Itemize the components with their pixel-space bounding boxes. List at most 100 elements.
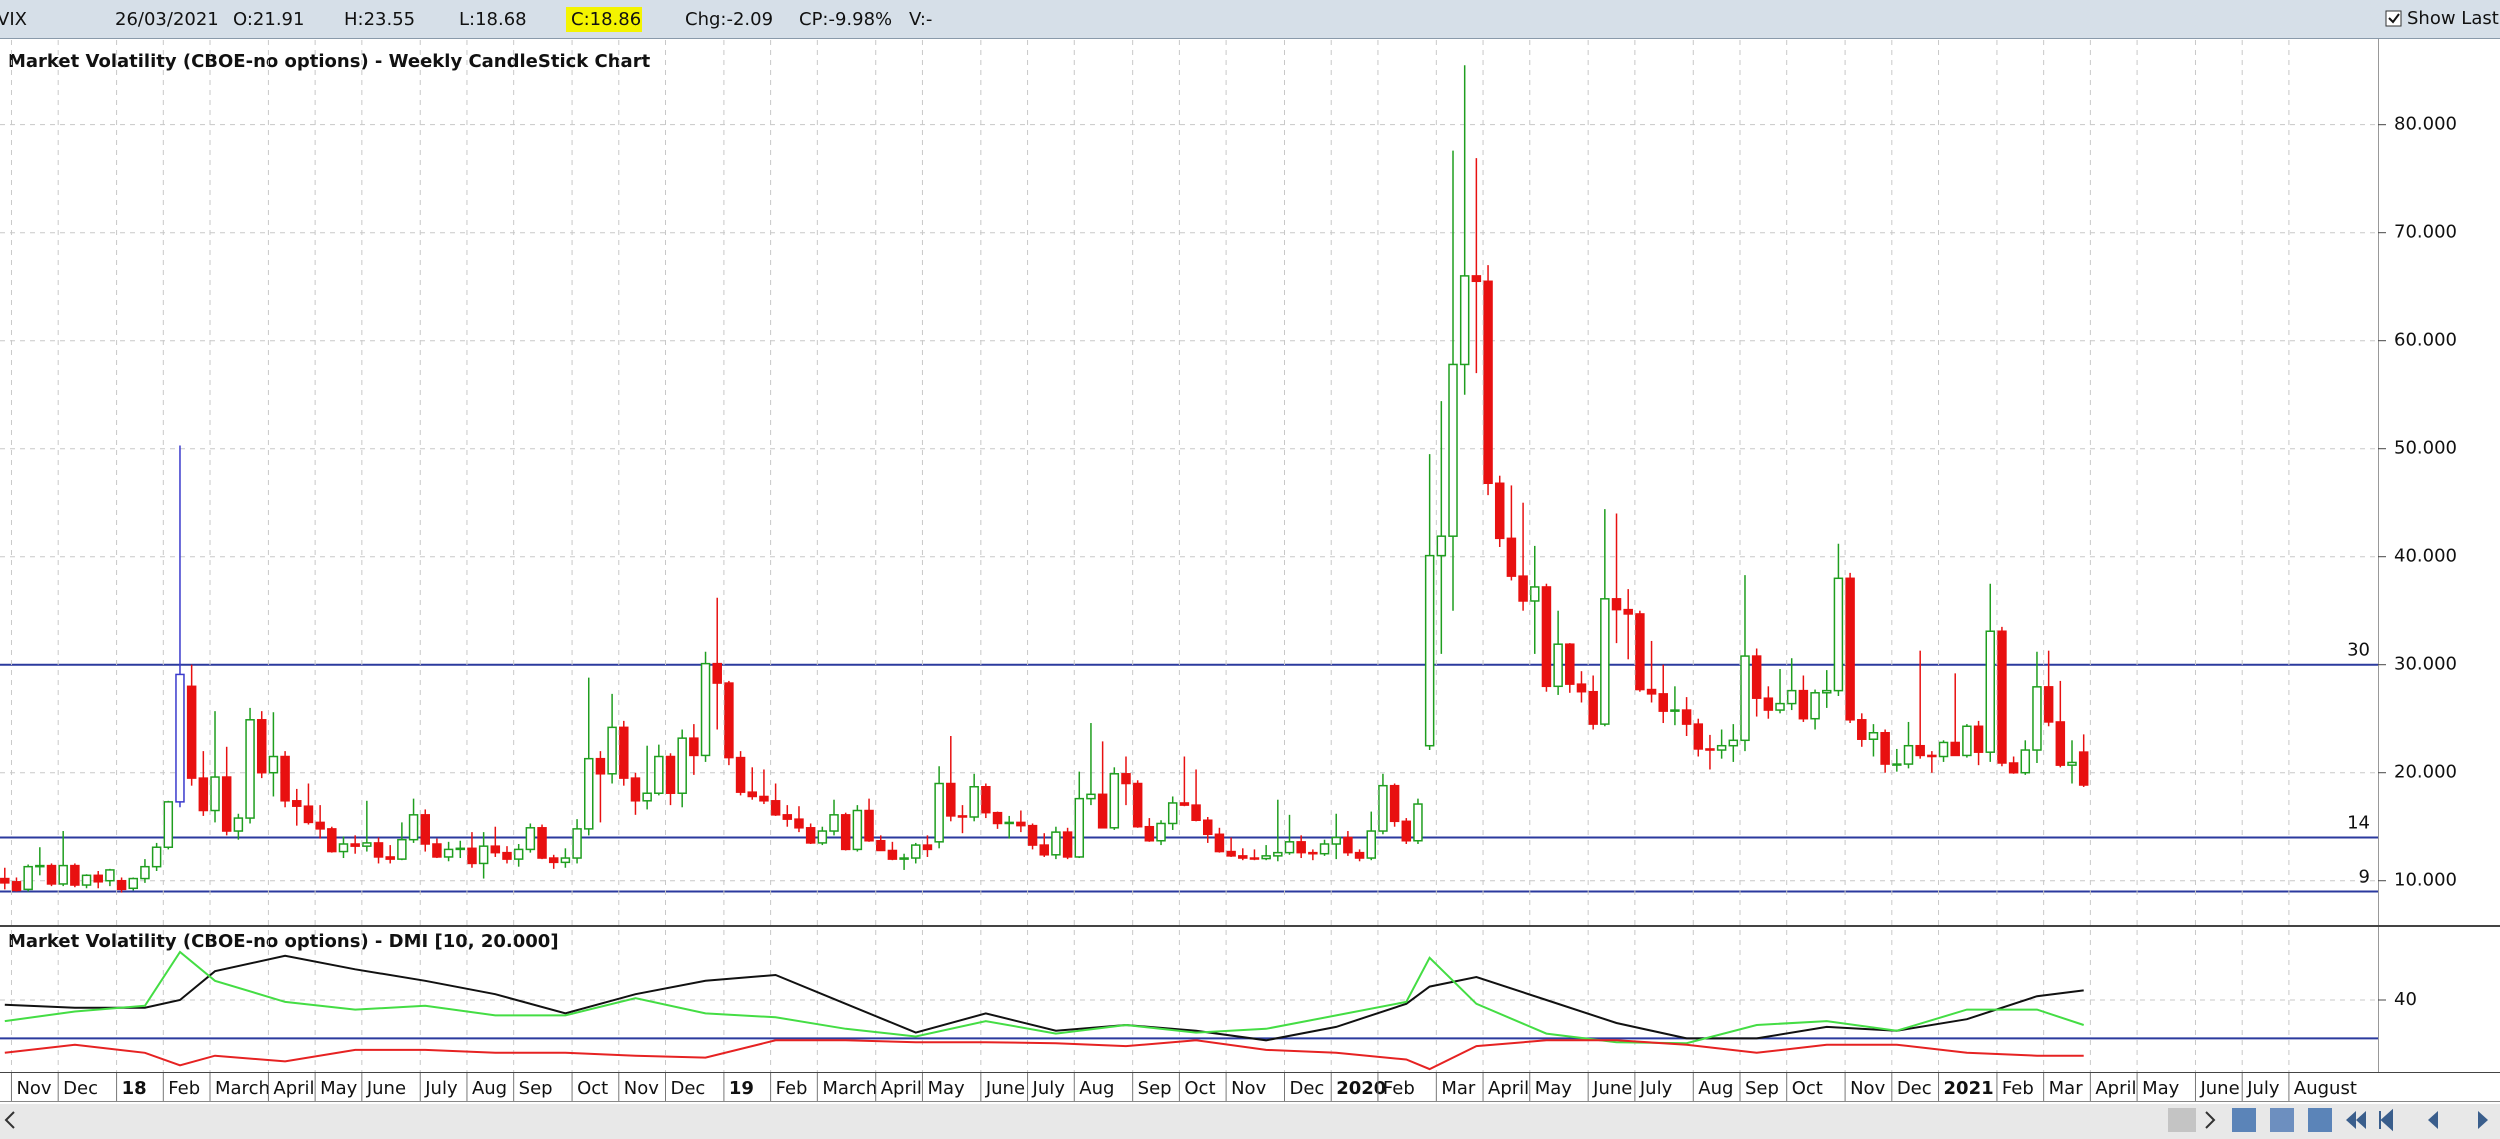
- candle-body: [864, 809, 874, 842]
- candle-body: [607, 726, 617, 775]
- candle-body: [1553, 643, 1563, 688]
- candle-body: [1810, 692, 1820, 720]
- candle-body: [782, 814, 793, 820]
- candle-body: [1097, 793, 1108, 829]
- candle-body: [1623, 608, 1633, 615]
- candle-body: [992, 811, 1003, 825]
- candle-body: [35, 864, 45, 868]
- candle-body: [1705, 748, 1715, 751]
- candle-body: [1039, 844, 1049, 856]
- x-tick-label: Dec: [1289, 1078, 1324, 1099]
- x-tick-label: August: [2294, 1078, 2357, 1099]
- candle-body: [1997, 630, 2007, 764]
- candle-body: [619, 726, 629, 779]
- candle-body: [1576, 683, 1587, 693]
- change: Chg:-2.09: [685, 9, 773, 30]
- candle-body: [46, 864, 57, 885]
- candle-body: [1202, 819, 1213, 836]
- candle-body: [128, 877, 139, 890]
- candle-body: [1950, 741, 1960, 757]
- candle-body: [1296, 841, 1306, 854]
- candle-body: [186, 685, 197, 779]
- dmi-line: [4, 1039, 2084, 1071]
- candle-body: [210, 776, 220, 812]
- candle-body: [1062, 831, 1073, 858]
- candle-body: [1681, 709, 1692, 725]
- tool-button[interactable]: [2232, 1108, 2256, 1132]
- candle-body: [1880, 732, 1890, 765]
- candle-body: [1238, 855, 1248, 859]
- y-tick-label: 40.000: [2394, 546, 2457, 567]
- candle-body: [385, 856, 395, 860]
- candle-body: [175, 673, 185, 803]
- nav-button[interactable]: [2379, 1108, 2393, 1132]
- scroll-left[interactable]: [4, 1111, 15, 1129]
- x-tick-label: Aug: [472, 1078, 507, 1099]
- candle-body: [1786, 689, 1797, 705]
- candle-body: [397, 838, 407, 860]
- candle-body: [1424, 554, 1435, 747]
- x-tick-label: Nov: [16, 1078, 51, 1099]
- x-tick-label: June: [2199, 1078, 2239, 1099]
- x-tick-label: Aug: [1698, 1078, 1733, 1099]
- candle-body: [11, 881, 22, 892]
- candle-body: [362, 842, 372, 847]
- candle-body: [1483, 280, 1493, 485]
- candle-body: [712, 662, 722, 684]
- candle-body: [1366, 830, 1377, 859]
- nav-button[interactable]: [2428, 1111, 2438, 1129]
- x-tick-label: June: [985, 1078, 1025, 1099]
- x-tick-label: April: [2095, 1078, 2136, 1099]
- candle-body: [221, 776, 232, 832]
- checkbox[interactable]: [2385, 10, 2402, 27]
- candle-body: [1261, 855, 1271, 860]
- candle-body: [759, 795, 769, 802]
- tool-button[interactable]: [2270, 1108, 2294, 1132]
- candle-body: [1167, 802, 1178, 825]
- date: 26/03/2021: [115, 9, 219, 30]
- candle-body: [1938, 741, 1949, 758]
- x-tick-label: April: [881, 1078, 922, 1099]
- close: C:18.86: [571, 9, 641, 30]
- candle-body: [1763, 697, 1774, 711]
- candle-body: [1985, 630, 1996, 753]
- candle-body: [1191, 804, 1201, 821]
- candle-body: [642, 792, 652, 802]
- scroll-thumb[interactable]: [2168, 1108, 2196, 1132]
- candle-body: [1308, 851, 1318, 855]
- candle-body: [689, 737, 699, 757]
- y-tick-label: 80.000: [2394, 114, 2457, 135]
- candle-body: [1413, 803, 1423, 842]
- candle-body: [338, 843, 349, 853]
- candle-body: [70, 864, 80, 886]
- candle-body: [1132, 782, 1143, 828]
- candle-body: [677, 737, 687, 794]
- symbol: VIX: [0, 9, 27, 30]
- candle-body: [1074, 797, 1085, 858]
- candle-body: [1471, 275, 1482, 283]
- candle-body: [1821, 689, 1832, 694]
- x-tick-label: April: [1488, 1078, 1529, 1099]
- candle-body: [852, 809, 863, 851]
- candle-body: [280, 755, 290, 802]
- nav-button[interactable]: [2478, 1111, 2488, 1129]
- scroll-right[interactable]: [2205, 1111, 2216, 1129]
- candle-body: [233, 817, 244, 832]
- y-tick-label: 40: [2394, 989, 2417, 1010]
- x-tick-label: 19: [729, 1078, 754, 1099]
- x-tick-label: Nov: [1850, 1078, 1885, 1099]
- candle-body: [513, 848, 524, 860]
- candle-body: [1798, 689, 1809, 720]
- candle-body: [116, 879, 127, 891]
- candle-body: [1343, 836, 1353, 854]
- candle-body: [1144, 825, 1155, 842]
- x-tick-label: 18: [122, 1078, 147, 1099]
- x-tick-label: Mar: [2049, 1078, 2084, 1099]
- candle-body: [2008, 762, 2019, 774]
- x-tick-label: Feb: [776, 1078, 808, 1099]
- tool-button[interactable]: [2308, 1108, 2332, 1132]
- scrollbar[interactable]: [0, 1104, 2500, 1139]
- show-last-label[interactable]: Show Last: [2407, 8, 2499, 29]
- candle-body: [1494, 482, 1505, 540]
- nav-button[interactable]: [2346, 1111, 2366, 1129]
